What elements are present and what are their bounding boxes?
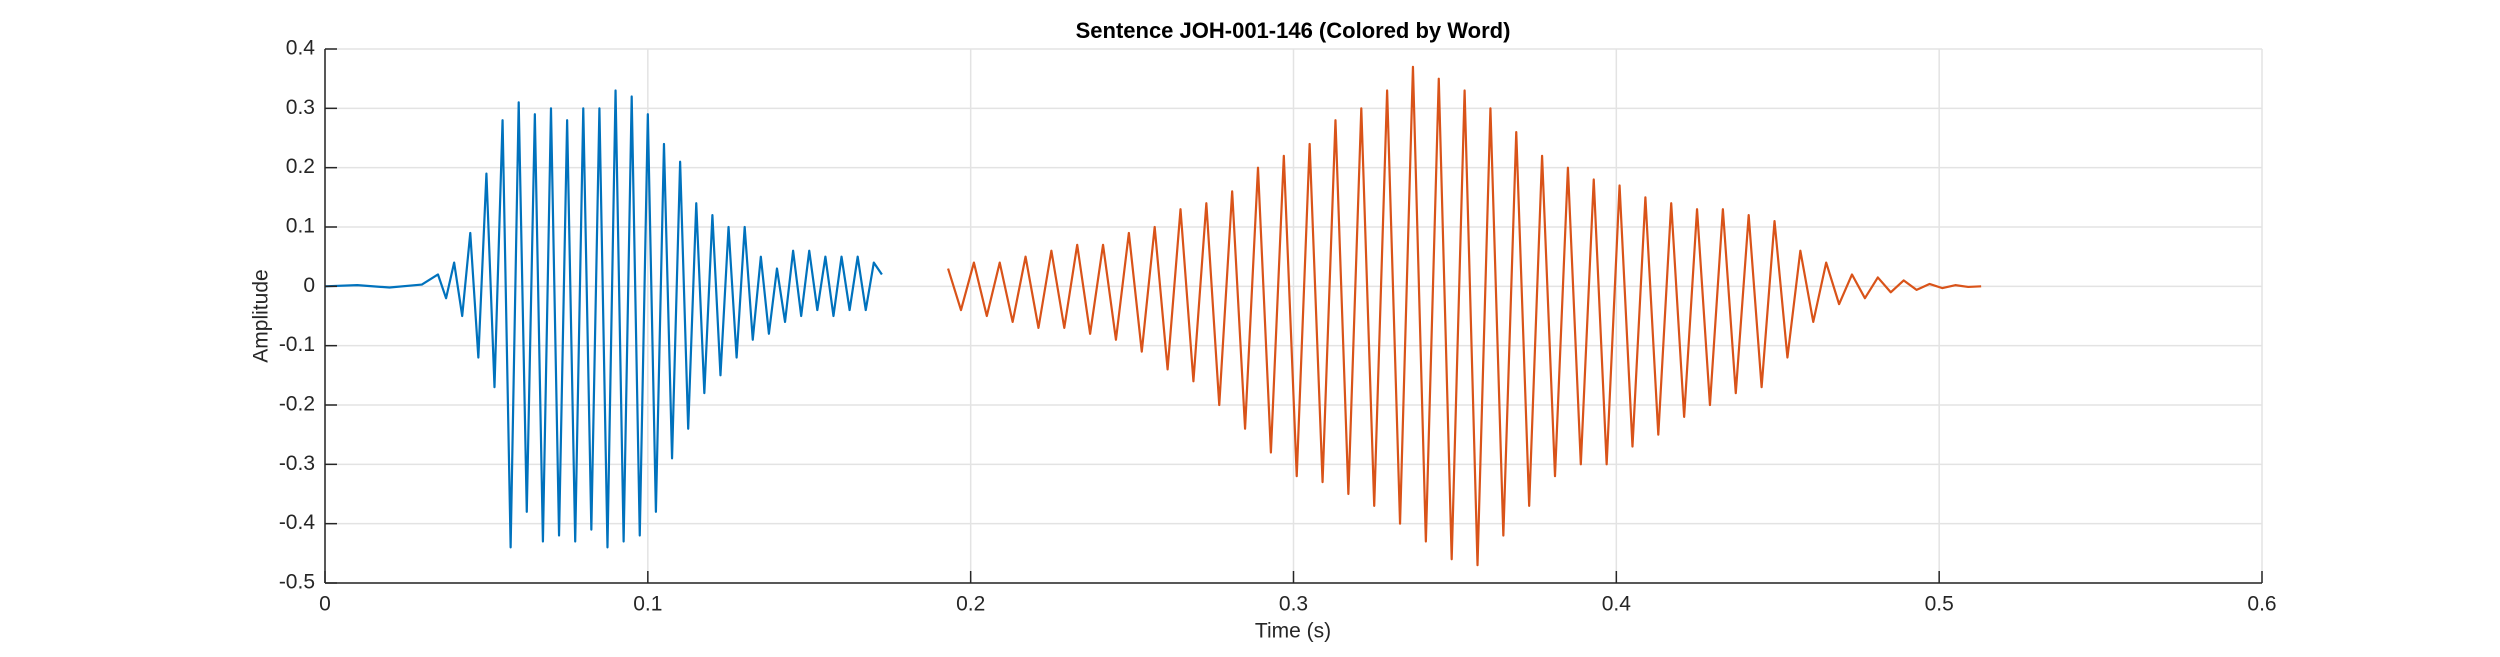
lines <box>324 65 1982 567</box>
x-axis-label: Time (s) <box>1255 620 1331 643</box>
waveform-line <box>947 65 1982 567</box>
y-tick-label: -0.3 <box>279 452 315 475</box>
x-tick-label: 0.1 <box>633 593 662 616</box>
x-tick-label: 0.6 <box>2247 593 2276 616</box>
x-tick-label: 0.5 <box>1925 593 1954 616</box>
y-tick-label: -0.4 <box>279 511 316 534</box>
x-tick-label: 0.3 <box>1279 593 1308 616</box>
y-tick-label: -0.2 <box>279 393 315 416</box>
x-tick-label: 0.2 <box>956 593 985 616</box>
x-tick-label: 0.4 <box>1602 593 1632 616</box>
waveform-line <box>324 89 883 549</box>
y-tick-label: 0 <box>303 274 315 297</box>
chart-title: Sentence JOH-001-146 (Colored by Word) <box>1076 18 1511 43</box>
y-tick-label: 0.1 <box>286 215 315 238</box>
y-tick-label: 0.4 <box>286 37 316 60</box>
y-axis-label: Amplitude <box>250 269 273 362</box>
axes: 0 0.1 0.2 0.3 0.4 0.5 0.6 -0.5 -0.4 -0.3 -0.2 -0.1 0… <box>279 37 2277 616</box>
y-tick-label: 0.3 <box>286 96 315 119</box>
y-tick-label: -0.1 <box>279 333 315 356</box>
y-tick-label: -0.5 <box>279 571 315 594</box>
x-tick-label: 0 <box>319 593 331 616</box>
y-tick-label: 0.2 <box>286 155 315 178</box>
